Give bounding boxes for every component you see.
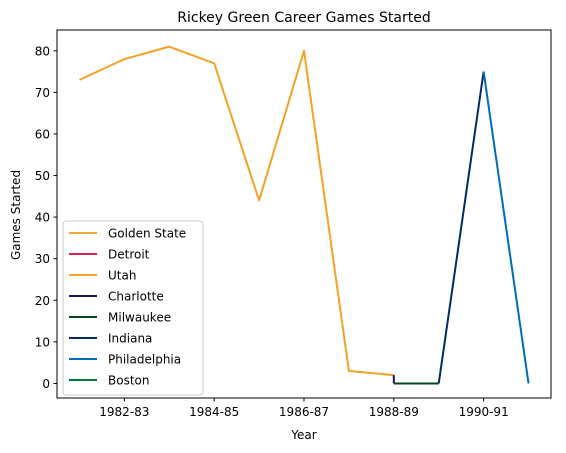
x-axis: 1982-83 1984-85 1986-87 1988-89 1990-91	[99, 398, 509, 419]
series-line-2	[79, 45, 394, 377]
y-tick-label: 80	[35, 44, 50, 58]
y-tick-label: 10	[35, 335, 50, 349]
x-tick-label: 1984-85	[189, 405, 239, 419]
legend-label: Utah	[108, 269, 136, 283]
legend-label: Indiana	[108, 332, 152, 346]
x-tick-label: 1988-89	[369, 405, 419, 419]
legend-label: Detroit	[108, 248, 150, 262]
legend-label: Philadelphia	[108, 353, 181, 367]
legend-label: Charlotte	[108, 290, 164, 304]
chart-title: Rickey Green Career Games Started	[177, 10, 430, 26]
series-line-6	[482, 71, 530, 384]
y-tick-label: 30	[35, 252, 50, 266]
y-tick-label: 70	[35, 86, 50, 100]
legend-label: Boston	[108, 374, 149, 388]
y-tick-label: 20	[35, 294, 50, 308]
legend-box	[62, 220, 204, 396]
y-tick-label: 50	[35, 169, 50, 183]
y-axis-title: Games Started	[9, 170, 23, 260]
y-axis: 0 10 20 30 40 50 60 70 80	[35, 44, 57, 391]
y-tick-label: 0	[42, 377, 50, 391]
x-tick-label: 1990-91	[459, 405, 509, 419]
x-axis-title: Year	[290, 428, 316, 442]
x-tick-label: 1982-83	[99, 405, 149, 419]
legend-label: Milwaukee	[108, 311, 171, 325]
series-line-5	[437, 71, 485, 384]
x-tick-label: 1986-87	[279, 405, 329, 419]
legend: Golden State Detroit Utah Charlotte Milwauke…	[62, 220, 204, 396]
legend-label: Golden State	[108, 227, 186, 241]
y-tick-label: 40	[35, 211, 50, 225]
y-tick-label: 60	[35, 127, 50, 141]
